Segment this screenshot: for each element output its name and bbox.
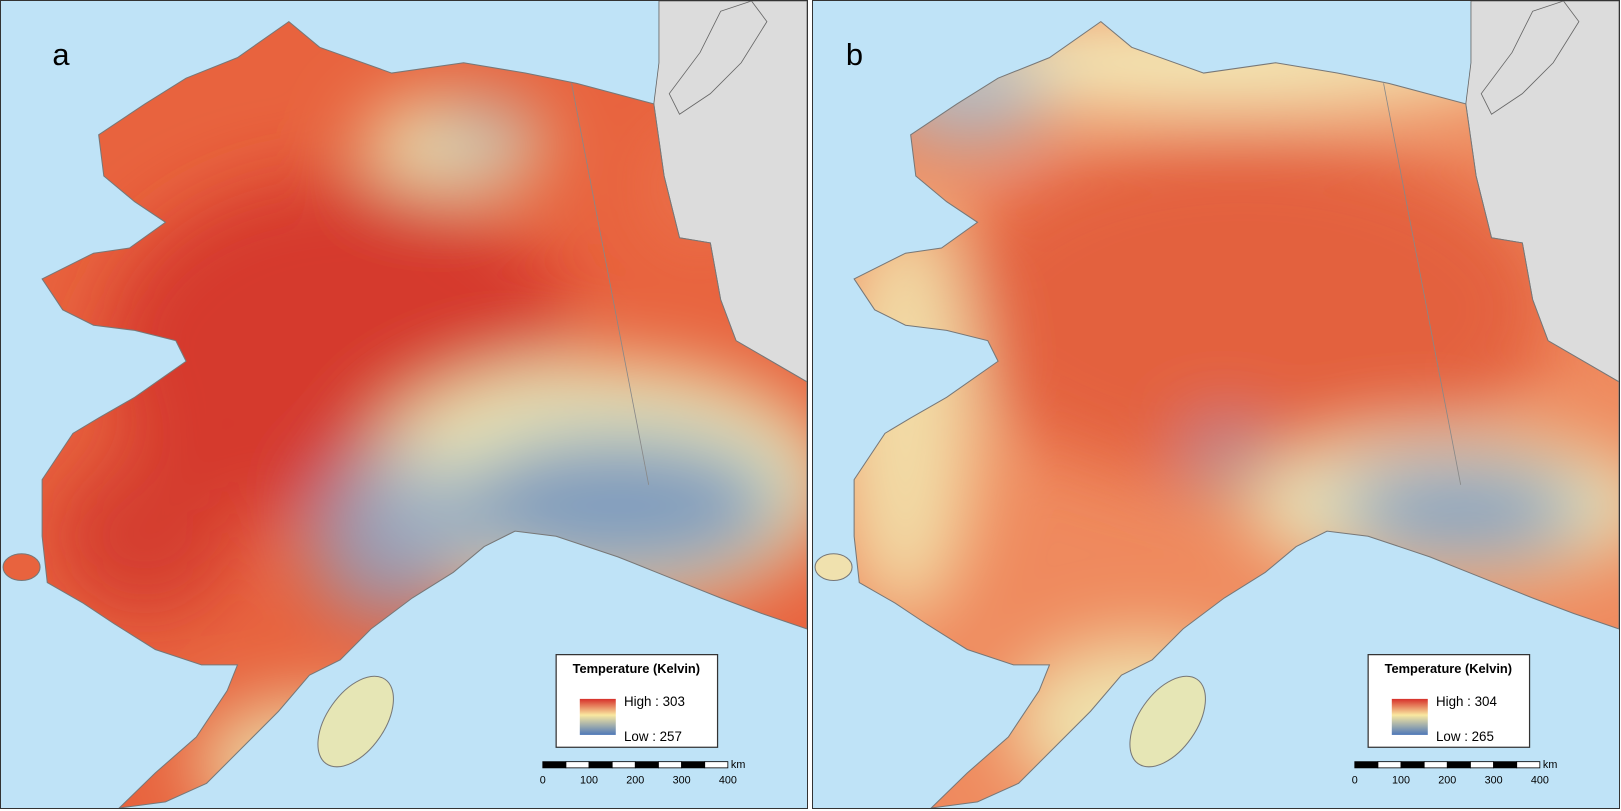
scale-segment [1423, 761, 1448, 769]
scale-segment [1377, 761, 1402, 769]
scale-segment [542, 761, 567, 769]
coastline [853, 20, 1619, 808]
panel-label: a [52, 37, 70, 72]
legend-title: Temperature (Kelvin) [573, 661, 700, 676]
scale-label: 300 [673, 774, 691, 786]
legend-ramp [1391, 698, 1428, 735]
siberia [668, 1, 768, 115]
map: b Temperature (Kelvin) High : 304 Low : 265… [813, 1, 1619, 808]
scale-label: 0 [540, 774, 546, 786]
scale-label: 200 [626, 774, 644, 786]
legend-ramp [579, 698, 616, 735]
scale-segment [681, 761, 706, 769]
island [2, 553, 41, 582]
scale-segment [588, 761, 613, 769]
scale-label: 400 [1531, 774, 1549, 786]
scale-segment [1470, 761, 1494, 769]
map-panel: b Temperature (Kelvin) High : 304 Low : 265… [812, 0, 1620, 809]
island [1129, 675, 1206, 768]
scale-segment [1516, 761, 1541, 769]
legend-title: Temperature (Kelvin) [1385, 661, 1512, 676]
map: a Temperature (Kelvin) High : 303 Low : 257… [1, 1, 807, 808]
scale-label: 300 [1485, 774, 1503, 786]
scale-segment [1446, 761, 1471, 769]
island [317, 675, 394, 768]
scale-segment [1400, 761, 1425, 769]
coastline [41, 20, 807, 808]
panel-label: b [846, 37, 863, 72]
scale-segment [658, 761, 682, 769]
border [571, 83, 650, 485]
scale-segment [611, 761, 636, 769]
scale-segment [565, 761, 590, 769]
legend-low: Low : 257 [624, 729, 682, 744]
scale-label: 0 [1352, 774, 1358, 786]
legend-high: High : 303 [624, 694, 685, 709]
legend-high: High : 304 [1436, 694, 1497, 709]
scale-label: 200 [1438, 774, 1456, 786]
scale-segment [634, 761, 659, 769]
scale-label: 100 [1392, 774, 1410, 786]
scale-unit: km [731, 759, 745, 771]
legend-low: Low : 265 [1436, 729, 1494, 744]
scale-unit: km [1543, 759, 1557, 771]
island [814, 553, 853, 582]
siberia [1480, 1, 1580, 115]
scale-segment [1493, 761, 1518, 769]
map-panel: a Temperature (Kelvin) High : 303 Low : 257… [0, 0, 808, 809]
border [1383, 83, 1462, 485]
scale-label: 400 [719, 774, 737, 786]
scale-label: 100 [580, 774, 598, 786]
scale-segment [1354, 761, 1379, 769]
scale-segment [704, 761, 729, 769]
